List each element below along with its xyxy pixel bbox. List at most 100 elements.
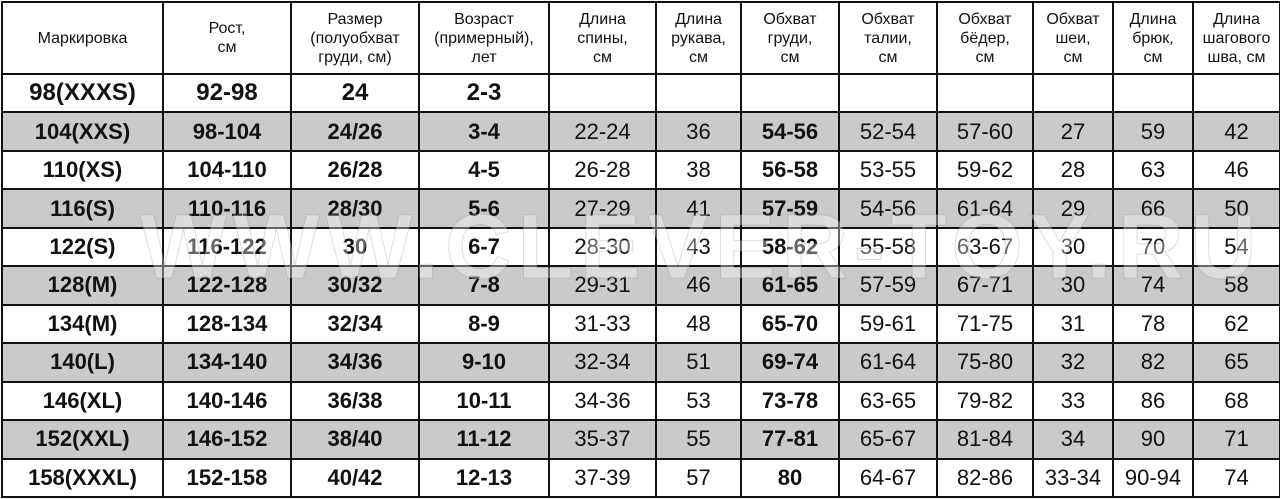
table-cell: 29 — [1032, 188, 1114, 229]
table-cell: 30/32 — [290, 265, 420, 306]
table-cell: 56-58 — [740, 149, 840, 191]
table-cell: 98(XXXS) — [1, 72, 164, 114]
table-row: 110(XS) 104-110 26/28 4-5 26-28 38 56-58 53-55 5… — [1, 149, 1280, 191]
table-cell: 82-86 — [936, 457, 1034, 499]
table-cell: 70 — [1112, 226, 1194, 268]
table-cell: 32-34 — [548, 342, 657, 383]
table-cell: 134(M) — [1, 303, 164, 345]
table-cell: 59-61 — [838, 303, 938, 345]
table-cell: 42 — [1192, 111, 1280, 152]
table-cell: 54-56 — [740, 111, 840, 152]
table-cell: 4-5 — [418, 149, 550, 191]
table-row: 140(L) 134-140 34/36 9-10 32-34 51 69-74 61-64 7… — [1, 342, 1280, 383]
table-cell: 5-6 — [418, 188, 550, 229]
table-cell: 37-39 — [548, 457, 657, 499]
table-cell: 61-64 — [838, 342, 938, 383]
table-cell: 35-37 — [548, 419, 657, 460]
table-cell: 6-7 — [418, 226, 550, 268]
table-cell: 9-10 — [418, 342, 550, 383]
table-cell: 29-31 — [548, 265, 657, 306]
column-header: Обхват бёдер, см — [936, 1, 1034, 75]
table-cell: 32 — [1032, 342, 1114, 383]
table-cell: 146-152 — [162, 419, 292, 460]
table-cell: 31 — [1032, 303, 1114, 345]
table-cell: 82 — [1112, 342, 1194, 383]
table-cell: 71-75 — [936, 303, 1034, 345]
table-cell — [655, 72, 742, 114]
table-cell: 38 — [655, 149, 742, 191]
table-cell: 59-62 — [936, 149, 1034, 191]
table-cell: 50 — [1192, 188, 1280, 229]
table-cell: 36 — [655, 111, 742, 152]
table-cell: 63 — [1112, 149, 1194, 191]
table-cell: 46 — [655, 265, 742, 306]
table-cell — [1032, 72, 1114, 114]
table-cell: 28/30 — [290, 188, 420, 229]
table-cell — [1112, 72, 1194, 114]
table-cell: 26-28 — [548, 149, 657, 191]
table-cell: 57-60 — [936, 111, 1034, 152]
table-cell: 54 — [1192, 226, 1280, 268]
table-cell: 158(XXXL) — [1, 457, 164, 499]
table-cell: 7-8 — [418, 265, 550, 306]
table-cell: 43 — [655, 226, 742, 268]
table-row: 104(XXS) 98-104 24/26 3-4 22-24 36 54-56 52-54 5… — [1, 111, 1280, 152]
column-header: Длина рукава, см — [655, 1, 742, 75]
table-cell: 26/28 — [290, 149, 420, 191]
table-cell: 28-30 — [548, 226, 657, 268]
table-cell: 52-54 — [838, 111, 938, 152]
table-cell: 74 — [1192, 457, 1280, 499]
table-cell: 32/34 — [290, 303, 420, 345]
table-cell — [1192, 72, 1280, 114]
table-cell: 67-71 — [936, 265, 1034, 306]
table-row: 122(S) 116-122 30 6-7 28-30 43 58-62 55-58 63-67… — [1, 226, 1280, 268]
table-cell: 152(XXL) — [1, 419, 164, 460]
table-cell: 33-34 — [1032, 457, 1114, 499]
table-row: 98(XXXS) 92-98 24 2-3 — [1, 72, 1280, 114]
table-cell: 78 — [1112, 303, 1194, 345]
table-cell — [838, 72, 938, 114]
table-cell — [548, 72, 657, 114]
table-cell: 69-74 — [740, 342, 840, 383]
table-cell: 22-24 — [548, 111, 657, 152]
table-cell: 57 — [655, 457, 742, 499]
table-cell: 24/26 — [290, 111, 420, 152]
table-cell: 10-11 — [418, 380, 550, 422]
table-cell: 140-146 — [162, 380, 292, 422]
table-cell: 34-36 — [548, 380, 657, 422]
table-cell: 80 — [740, 457, 840, 499]
table-cell: 53-55 — [838, 149, 938, 191]
column-header: Длина шагового шва, см — [1192, 1, 1280, 75]
column-header: Маркировка — [1, 1, 164, 75]
table-cell: 38/40 — [290, 419, 420, 460]
table-cell: 46 — [1192, 149, 1280, 191]
table-row: 146(XL) 140-146 36/38 10-11 34-36 53 73-78 63-6… — [1, 380, 1280, 422]
table-cell: 104-110 — [162, 149, 292, 191]
table-cell: 58 — [1192, 265, 1280, 306]
table-cell: 24 — [290, 72, 420, 114]
table-cell: 30 — [1032, 226, 1114, 268]
table-cell: 27 — [1032, 111, 1114, 152]
table-row: 152(XXL) 146-152 38/40 11-12 35-37 55 77-81 65-… — [1, 419, 1280, 460]
table-cell: 98-104 — [162, 111, 292, 152]
table-cell: 92-98 — [162, 72, 292, 114]
table-cell: 57-59 — [838, 265, 938, 306]
column-header: Возраст (примерный), лет — [418, 1, 550, 75]
table-cell: 128-134 — [162, 303, 292, 345]
table-cell: 75-80 — [936, 342, 1034, 383]
table-cell: 122(S) — [1, 226, 164, 268]
table-cell: 152-158 — [162, 457, 292, 499]
table-body: 98(XXXS) 92-98 24 2-3 104(XXS) 98-104 24/26 3-4… — [1, 72, 1280, 499]
column-header: Обхват талии, см — [838, 1, 938, 75]
table-cell: 79-82 — [936, 380, 1034, 422]
column-header: Длина брюк, см — [1112, 1, 1194, 75]
table-cell: 34 — [1032, 419, 1114, 460]
table-cell: 55-58 — [838, 226, 938, 268]
table-cell: 63-67 — [936, 226, 1034, 268]
table-cell: 63-65 — [838, 380, 938, 422]
table-cell: 48 — [655, 303, 742, 345]
table-cell: 86 — [1112, 380, 1194, 422]
table-cell: 71 — [1192, 419, 1280, 460]
table-cell: 116-122 — [162, 226, 292, 268]
